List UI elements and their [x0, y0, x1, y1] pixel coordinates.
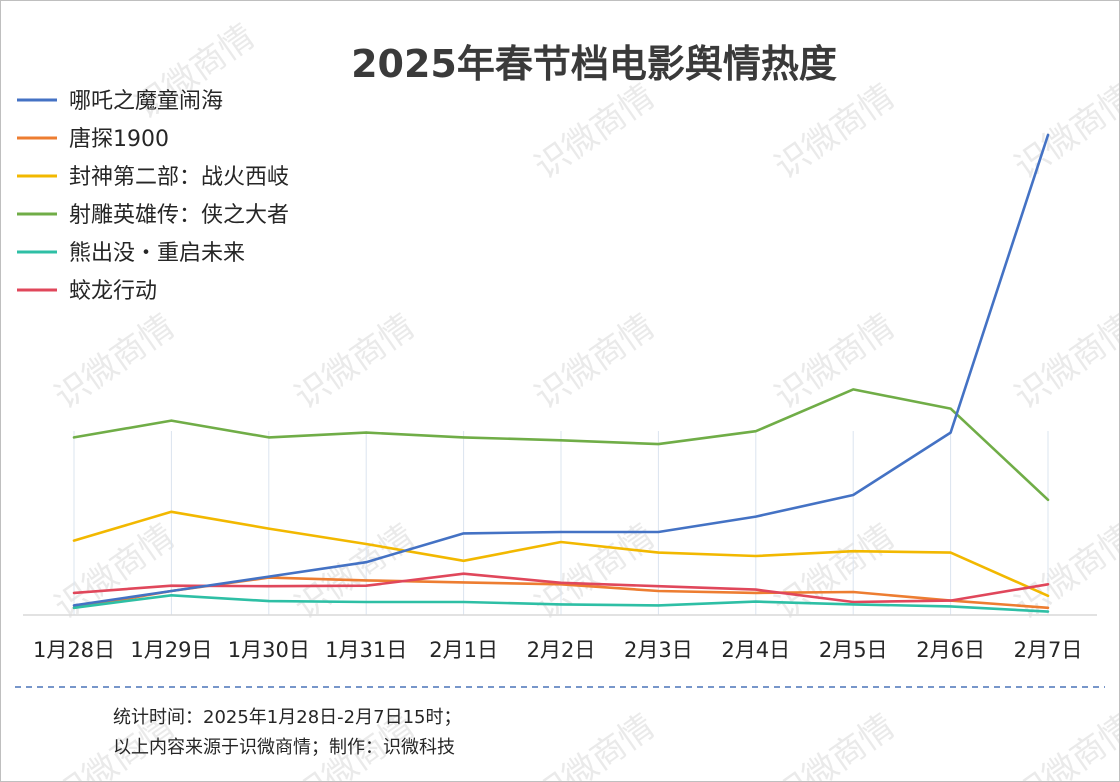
- x-tick-label: 2月5日: [819, 638, 888, 662]
- gridlines: [73, 431, 1049, 615]
- watermark-text: 识微商情: [48, 517, 182, 628]
- series-line: [72, 510, 1050, 598]
- legend-label: 射雕英雄传：侠之大者: [69, 203, 289, 228]
- watermark-text: 识微商情: [768, 77, 902, 188]
- series-lines: [72, 133, 1050, 613]
- legend-item: 蛟龙行动: [17, 279, 157, 304]
- x-tick-label: 2月2日: [527, 638, 596, 662]
- watermark-text: 识微商情: [1008, 307, 1119, 418]
- watermark-text: 识微商情: [1008, 77, 1119, 188]
- x-tick-label: 1月29日: [130, 638, 212, 662]
- legend-item: 哪吒之魔童闹海: [17, 89, 223, 114]
- watermark-text: 识微商情: [528, 307, 662, 418]
- x-tick-label: 1月31日: [325, 638, 407, 662]
- legend-item: 封神第二部：战火西岐: [17, 165, 289, 190]
- x-tick-label: 1月28日: [33, 638, 115, 662]
- x-tick-label: 2月6日: [916, 638, 985, 662]
- legend-item: 唐探1900: [17, 127, 169, 152]
- watermark-text: 识微商情: [288, 307, 422, 418]
- series-line: [72, 572, 1050, 604]
- series-line: [72, 593, 1050, 613]
- x-tick-label: 2月3日: [624, 638, 693, 662]
- legend-item: 射雕英雄传：侠之大者: [17, 203, 289, 228]
- watermark-text: 识微商情: [528, 77, 662, 188]
- legend-label: 封神第二部：战火西岐: [69, 165, 289, 190]
- footer-source: 以上内容来源于识微商情；制作：识微科技: [113, 737, 455, 758]
- legend-label: 哪吒之魔童闹海: [69, 89, 223, 114]
- chart-title: 2025年春节档电影舆情热度: [351, 42, 837, 86]
- x-tick-label: 2月7日: [1014, 638, 1083, 662]
- series-line: [72, 388, 1050, 502]
- x-tick-label: 1月30日: [228, 638, 310, 662]
- watermark-text: 识微商情: [768, 707, 902, 781]
- watermark-text: 识微商情: [1008, 707, 1119, 781]
- series-line: [72, 133, 1050, 607]
- legend-label: 蛟龙行动: [69, 279, 157, 304]
- watermark-text: 识微商情: [768, 307, 902, 418]
- watermark-text: 识微商情: [528, 707, 662, 781]
- x-tick-labels: 1月28日 1月29日 1月30日 1月31日 2月1日 2月2日 2月3日 2月4日 2月5日…: [33, 638, 1082, 662]
- legend-label: 熊出没・重启未来: [69, 241, 245, 266]
- footer-stat-time: 统计时间：2025年1月28日-2月7日15时；: [113, 707, 461, 728]
- legend-label: 唐探1900: [69, 127, 169, 152]
- watermark-text: 识微商情: [768, 517, 902, 628]
- x-tick-label: 2月4日: [721, 638, 790, 662]
- x-tick-label: 2月1日: [429, 638, 498, 662]
- legend-item: 熊出没・重启未来: [17, 241, 245, 266]
- watermark-text: 识微商情: [48, 307, 182, 418]
